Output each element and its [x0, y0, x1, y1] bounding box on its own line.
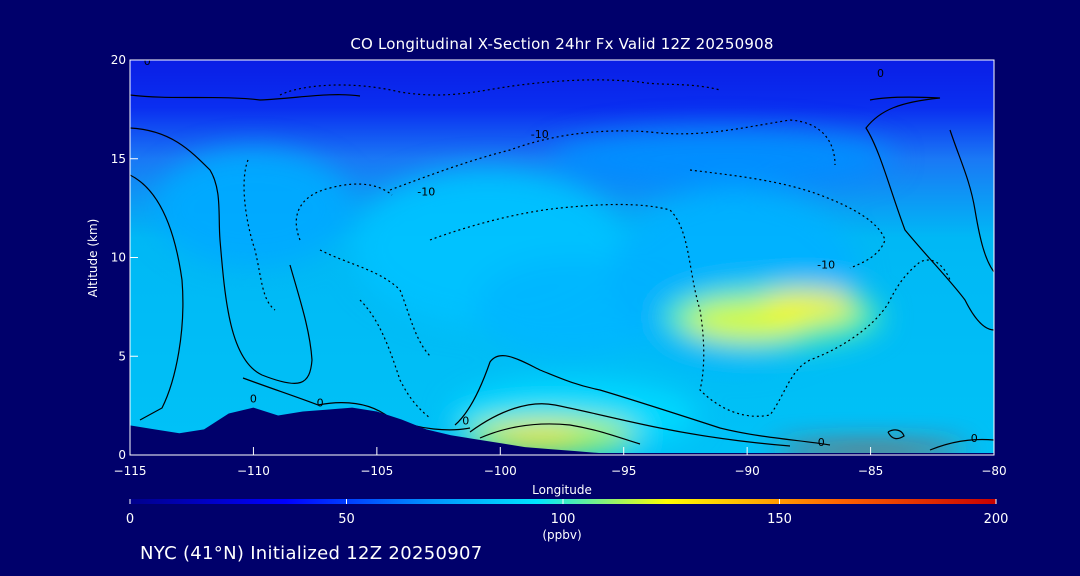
contour-label: 0: [818, 436, 825, 449]
chart-title: CO Longitudinal X-Section 24hr Fx Valid …: [350, 35, 774, 53]
contour-label: 0: [317, 397, 324, 410]
x-tick-label: −115: [114, 464, 147, 478]
colorbar-tick-label: 200: [983, 512, 1009, 527]
y-axis: 0 5 10 15 20: [111, 53, 138, 462]
contour-label: 0: [877, 67, 884, 80]
contour-line-solid: [949, 129, 994, 273]
contour-label: -10: [531, 128, 549, 141]
contour-line-solid: [887, 429, 905, 440]
y-tick-label: 15: [111, 152, 126, 166]
co-field-blob: [154, 148, 353, 268]
contour-line-solid: [929, 438, 994, 451]
x-axis-title: Longitude: [532, 483, 592, 497]
contour-line-dotted: [389, 119, 836, 191]
terrain-mask: [130, 407, 994, 455]
x-tick-label: −110: [237, 464, 270, 478]
contour-label: 0: [144, 55, 151, 68]
contour-line-solid: [130, 127, 313, 384]
x-tick-label: −100: [484, 464, 517, 478]
contour-line-dotted: [359, 299, 431, 419]
contour-line-solid: [130, 174, 184, 421]
contour-line-solid: [454, 355, 831, 446]
contour-line-dotted: [279, 79, 721, 96]
colorbar-tick-label: 0: [125, 512, 135, 527]
y-tick-label: 5: [118, 349, 126, 363]
colorbar-ticks: [129, 499, 997, 504]
contour-lines-dotted: [243, 79, 951, 419]
contour-label: -10: [417, 185, 435, 198]
contour-line-dotted: [243, 159, 276, 311]
x-axis: −115 −110 −105 −100 −95 −90 −85 −80: [114, 447, 1007, 478]
contour-line-dotted: [689, 169, 886, 269]
x-tick-label: −85: [858, 464, 883, 478]
x-tick-label: −95: [611, 464, 636, 478]
contour-label: 0: [250, 393, 257, 406]
colorbar-tick-label: 150: [767, 512, 792, 527]
colorbar-tick-label: 50: [338, 512, 355, 527]
contour-line-solid: [479, 423, 641, 445]
co-field-blob: [759, 291, 859, 323]
x-tick-label: −80: [981, 464, 1006, 478]
y-axis-title: Altitude (km): [86, 219, 100, 298]
contour-line-solid: [865, 96, 994, 331]
co-field-blob: [492, 429, 582, 450]
y-tick-label: 10: [111, 251, 126, 265]
contour-labels: 0 0 0 0 -10 -10 -10 0 0 0: [144, 55, 978, 449]
contour-label: 0: [462, 414, 469, 427]
x-tick-label: −90: [734, 464, 759, 478]
contour-line-solid: [242, 377, 471, 431]
contour-lines: [130, 94, 994, 451]
co-field-blob: [549, 129, 896, 189]
contour-line-dotted: [429, 203, 951, 417]
colorbar-tick-label: 100: [550, 512, 576, 527]
x-tick-label: −105: [360, 464, 393, 478]
contour-line-solid: [130, 94, 361, 101]
contour-label: 0: [971, 432, 978, 445]
contour-label: -10: [817, 258, 835, 271]
co-concentration-field: [154, 129, 970, 455]
colorbar-unit: (ppbv): [542, 528, 582, 542]
contour-line-dotted: [295, 183, 393, 241]
plot-area: 0 0 0 0 -10 -10 -10 0 0 0: [130, 55, 994, 455]
contour-line-dotted: [319, 249, 431, 357]
footer-caption: NYC (41°N) Initialized 12Z 20250907: [140, 543, 483, 564]
y-tick-label: 20: [111, 53, 126, 67]
y-tick-label: 0: [118, 448, 126, 462]
contour-line-solid: [469, 403, 791, 447]
